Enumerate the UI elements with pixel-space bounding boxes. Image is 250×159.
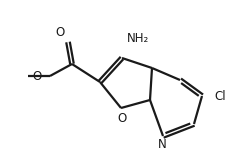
Text: O: O: [55, 25, 64, 38]
Text: O: O: [117, 111, 126, 124]
Text: Cl: Cl: [213, 90, 225, 103]
Text: NH₂: NH₂: [126, 31, 148, 45]
Text: N: N: [157, 138, 166, 152]
Text: O: O: [32, 69, 42, 83]
